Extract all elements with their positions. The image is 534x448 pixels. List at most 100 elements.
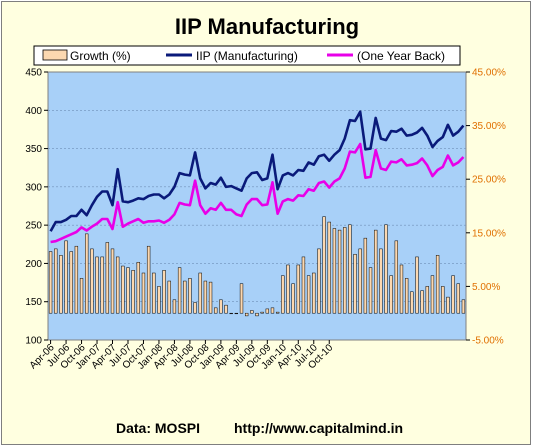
right-tick-label: 35.00%: [472, 121, 506, 132]
plot-area: [47, 71, 467, 341]
growth-bar: [193, 302, 197, 314]
right-tick-label: 45.00%: [472, 68, 506, 79]
growth-bar: [451, 275, 455, 314]
growth-bar: [425, 286, 429, 314]
growth-bar: [265, 308, 269, 314]
growth-bar: [136, 262, 140, 314]
growth-bar: [203, 280, 208, 314]
growth-bar: [456, 283, 460, 314]
growth-bar: [121, 265, 125, 314]
growth-bar: [100, 256, 104, 314]
left-tick-label: 200: [25, 259, 42, 270]
legend-swatch-growth: [42, 49, 68, 61]
left-tick-label: 350: [25, 144, 42, 155]
growth-bar: [245, 312, 249, 317]
growth-bar: [430, 275, 435, 314]
legend-label-iip: IIP (Manufacturing): [196, 49, 298, 63]
growth-bar: [358, 248, 362, 314]
growth-bars: [48, 216, 466, 317]
growth-bar: [54, 248, 58, 314]
growth-bar: [374, 229, 378, 314]
growth-bar: [208, 281, 213, 314]
legend: Growth (%) IIP (Manufacturing) (One Year…: [33, 45, 461, 66]
growth-bar: [146, 245, 151, 314]
growth-bar: [131, 270, 135, 314]
growth-bar: [461, 299, 466, 314]
source-label: Data: MOSPI: [116, 420, 200, 436]
growth-bar: [141, 272, 146, 314]
growth-bar: [420, 290, 424, 314]
growth-bar: [291, 283, 295, 314]
growth-bar: [306, 275, 311, 314]
growth-bar: [110, 248, 115, 314]
growth-bar: [69, 251, 73, 314]
growth-bar: [394, 240, 399, 314]
growth-bar: [74, 245, 79, 314]
growth-bar: [281, 275, 285, 314]
growth-bar: [167, 280, 171, 314]
growth-bar: [435, 255, 440, 314]
growth-bar: [188, 278, 192, 314]
growth-bar: [85, 233, 89, 314]
growth-bar: [410, 291, 414, 314]
growth-bar: [152, 272, 156, 314]
growth-bar: [384, 224, 388, 314]
growth-bar: [48, 251, 53, 314]
growth-bar: [198, 272, 202, 314]
growth-bar: [177, 267, 182, 314]
growth-bar: [239, 283, 244, 314]
growth-bar: [214, 307, 218, 314]
growth-bar: [404, 278, 409, 314]
growth-bar: [327, 221, 331, 314]
growth-bar: [343, 227, 347, 314]
growth-bar: [322, 216, 326, 314]
growth-bar: [126, 267, 130, 314]
growth-bar: [332, 228, 337, 314]
chart-title: IIP Manufacturing: [175, 14, 359, 39]
right-tick-label: 5.00%: [472, 282, 500, 293]
growth-bar: [105, 242, 110, 314]
growth-bar: [399, 264, 404, 314]
growth-bar: [234, 312, 239, 315]
growth-bar: [446, 296, 450, 314]
growth-bar: [368, 267, 373, 314]
growth-bar: [270, 307, 275, 314]
growth-bar: [79, 278, 84, 314]
growth-bar: [59, 255, 63, 314]
growth-bar: [353, 253, 357, 314]
x-axis: Apr-06Jul-06Oct-06Jan-07Apr-07Jul-07Oct-…: [28, 340, 336, 372]
growth-bar: [363, 237, 368, 314]
growth-bar: [312, 272, 316, 314]
growth-bar: [317, 248, 321, 314]
legend-label-one-year-back: (One Year Back): [357, 49, 445, 63]
growth-bar: [224, 304, 228, 314]
growth-bar: [95, 256, 99, 314]
growth-bar: [286, 264, 290, 314]
legend-label-growth: Growth (%): [70, 49, 131, 63]
right-axis: -5.00% 5.00% 15.00% 25.00% 35.00% 45.00%: [466, 68, 506, 347]
growth-bar: [172, 299, 177, 314]
growth-bar: [348, 224, 352, 314]
left-tick-label: 450: [25, 68, 42, 79]
growth-bar: [301, 256, 306, 314]
growth-bar: [260, 311, 264, 314]
left-tick-label: 250: [25, 221, 42, 232]
growth-bar: [162, 270, 166, 314]
growth-bar: [337, 229, 342, 314]
series-lines: [49, 110, 465, 244]
right-tick-label: 15.00%: [472, 228, 506, 239]
growth-bar: [183, 280, 187, 314]
growth-bar: [415, 256, 419, 314]
left-tick-label: 150: [25, 297, 42, 308]
left-tick-label: 100: [25, 336, 42, 347]
growth-bar: [90, 248, 94, 314]
right-tick-label: -5.00%: [472, 336, 504, 347]
right-tick-label: 25.00%: [472, 175, 506, 186]
growth-bar: [229, 312, 233, 315]
growth-bar: [379, 248, 383, 314]
growth-bar: [389, 275, 393, 314]
left-tick-label: 400: [25, 106, 42, 117]
source-url: http://www.capitalmind.in: [234, 420, 403, 436]
